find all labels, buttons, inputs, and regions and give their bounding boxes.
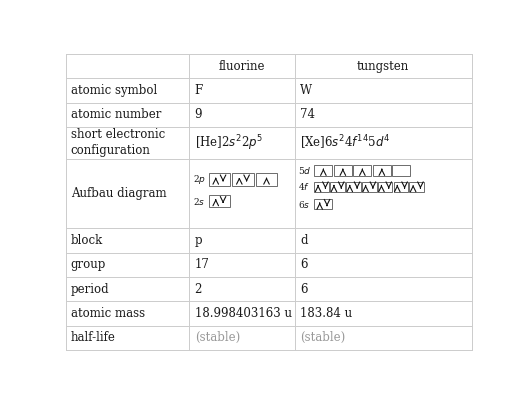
- Text: [He]2$s^2$2$p^5$: [He]2$s^2$2$p^5$: [194, 133, 263, 153]
- Bar: [314, 182, 329, 192]
- Text: 183.84 u: 183.84 u: [300, 307, 352, 320]
- Text: half-life: half-life: [71, 331, 116, 344]
- Bar: [346, 182, 361, 192]
- Bar: [256, 173, 277, 186]
- Text: F: F: [194, 84, 203, 97]
- Text: group: group: [71, 258, 106, 271]
- Text: 9: 9: [194, 108, 202, 122]
- Bar: [362, 182, 377, 192]
- Text: 74: 74: [300, 108, 315, 122]
- Text: short electronic
configuration: short electronic configuration: [71, 128, 165, 157]
- Bar: [353, 165, 372, 176]
- Text: block: block: [71, 234, 103, 247]
- Text: 6: 6: [300, 258, 308, 271]
- Text: 2$p$: 2$p$: [193, 173, 205, 186]
- Text: tungsten: tungsten: [357, 60, 409, 73]
- Text: (stable): (stable): [194, 331, 240, 344]
- Text: period: period: [71, 282, 110, 296]
- Text: W: W: [300, 84, 312, 97]
- Bar: [209, 173, 230, 186]
- Text: d: d: [300, 234, 308, 247]
- Text: 6$s$: 6$s$: [298, 199, 310, 210]
- Text: atomic symbol: atomic symbol: [71, 84, 157, 97]
- Bar: [314, 199, 332, 210]
- Text: 6: 6: [300, 282, 308, 296]
- Bar: [209, 195, 230, 207]
- Bar: [314, 165, 332, 176]
- Text: 17: 17: [194, 258, 210, 271]
- Text: 5$d$: 5$d$: [298, 165, 312, 176]
- Bar: [409, 182, 424, 192]
- Text: atomic mass: atomic mass: [71, 307, 145, 320]
- Bar: [392, 165, 410, 176]
- Text: [Xe]6$s^2$4$f^{14}$5$d^4$: [Xe]6$s^2$4$f^{14}$5$d^4$: [300, 134, 390, 152]
- Bar: [330, 182, 345, 192]
- Bar: [373, 165, 391, 176]
- Text: 18.998403163 u: 18.998403163 u: [194, 307, 292, 320]
- Text: p: p: [194, 234, 202, 247]
- Bar: [233, 173, 254, 186]
- Bar: [334, 165, 352, 176]
- Text: Aufbau diagram: Aufbau diagram: [71, 187, 167, 200]
- Text: atomic number: atomic number: [71, 108, 161, 122]
- Bar: [394, 182, 408, 192]
- Text: (stable): (stable): [300, 331, 345, 344]
- Text: 4$f$: 4$f$: [298, 181, 310, 192]
- Text: 2$s$: 2$s$: [193, 196, 205, 207]
- Text: fluorine: fluorine: [219, 60, 265, 73]
- Text: 2: 2: [194, 282, 202, 296]
- Bar: [378, 182, 392, 192]
